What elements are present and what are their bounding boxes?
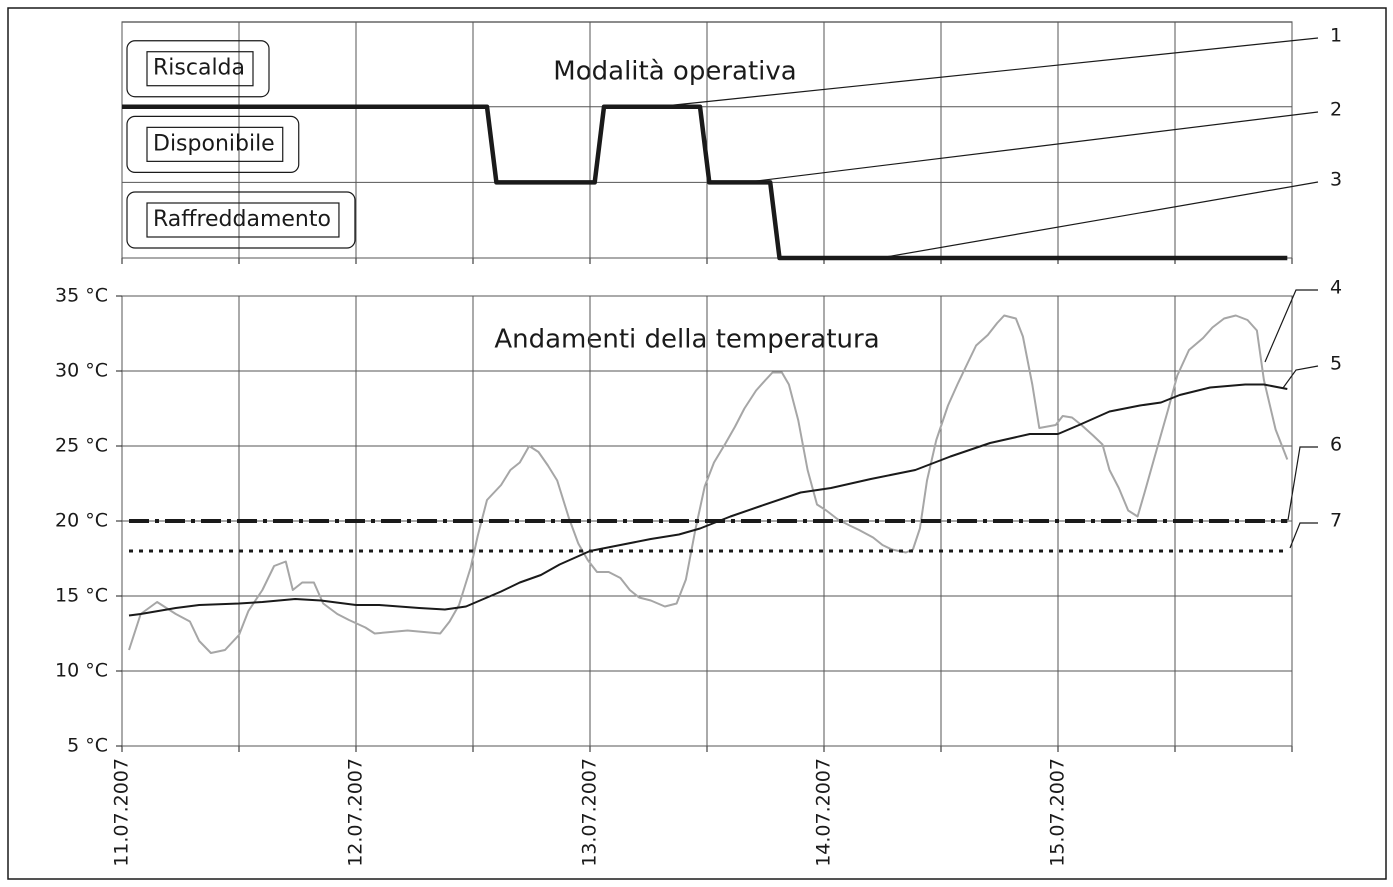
series-line	[128, 383, 1288, 617]
leader-line	[1289, 522, 1318, 549]
level-label: Disponibile	[153, 131, 275, 156]
level-box-inner	[146, 202, 340, 238]
leader-line	[1264, 289, 1318, 363]
level-box-outer	[126, 191, 356, 249]
chart-title: Andamenti della temperatura	[494, 325, 879, 355]
level-box-outer	[126, 40, 270, 98]
level-box-inner	[146, 51, 254, 87]
frame	[7, 7, 1387, 880]
leader-line	[739, 111, 1319, 184]
annotation: 7	[1330, 510, 1342, 532]
level-label: Raffreddamento	[153, 207, 331, 232]
annotation: 1	[1330, 25, 1342, 47]
y-tick-label: 15 °C	[55, 585, 108, 607]
series-line	[122, 104, 1288, 261]
level-label: Riscalda	[153, 56, 245, 81]
y-tick-label: 35 °C	[55, 285, 108, 307]
chart-title: Modalità operativa	[553, 57, 796, 87]
y-tick-label: 25 °C	[55, 435, 108, 457]
y-tick-label: 5 °C	[67, 735, 108, 757]
leader-line	[654, 37, 1319, 108]
leader-line	[1282, 365, 1319, 389]
x-tick-label: 11.07.2007	[111, 758, 133, 867]
annotation: 4	[1330, 277, 1342, 299]
leader-line	[1287, 446, 1318, 521]
x-tick-label: 12.07.2007	[345, 758, 367, 867]
x-tick-label: 13.07.2007	[579, 758, 601, 867]
annotation: 6	[1330, 434, 1342, 456]
y-tick-label: 10 °C	[55, 660, 108, 682]
annotation: 3	[1330, 169, 1342, 191]
level-box-outer	[126, 115, 300, 173]
annotation: 5	[1330, 353, 1342, 375]
y-tick-label: 30 °C	[55, 360, 108, 382]
leader-line	[879, 181, 1319, 259]
x-tick-label: 15.07.2007	[1047, 758, 1069, 867]
series-line	[128, 314, 1289, 654]
annotation: 2	[1330, 99, 1342, 121]
x-tick-label: 14.07.2007	[813, 758, 835, 867]
y-tick-label: 20 °C	[55, 510, 108, 532]
level-box-inner	[146, 126, 284, 162]
